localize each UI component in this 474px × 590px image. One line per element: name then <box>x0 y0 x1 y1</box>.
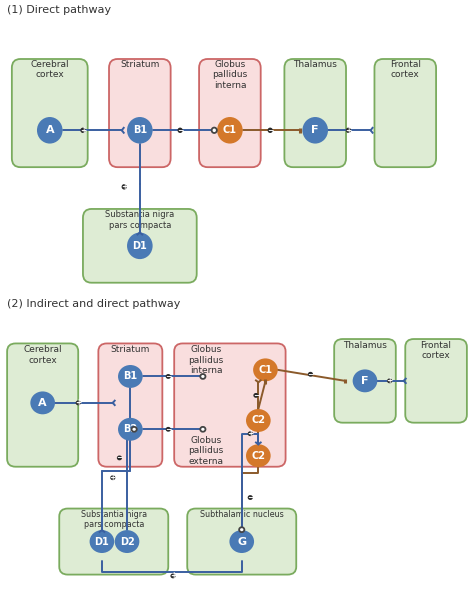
Text: Frontal
cortex: Frontal cortex <box>420 341 452 360</box>
Circle shape <box>81 127 86 133</box>
FancyBboxPatch shape <box>405 339 467 422</box>
Circle shape <box>302 117 328 143</box>
Text: G: G <box>237 536 246 546</box>
Text: Striatum: Striatum <box>120 60 160 69</box>
FancyBboxPatch shape <box>83 209 197 283</box>
Circle shape <box>253 358 278 381</box>
Text: Globus
pallidus
interna: Globus pallidus interna <box>212 60 247 90</box>
Text: Globus
pallidus
interna: Globus pallidus interna <box>189 345 224 375</box>
Text: Cerebral
cortex: Cerebral cortex <box>30 60 69 80</box>
Text: +: + <box>386 376 393 385</box>
Circle shape <box>346 127 351 133</box>
FancyBboxPatch shape <box>99 343 162 467</box>
Text: Substantia nigra
pars compacta: Substantia nigra pars compacta <box>105 211 174 230</box>
FancyBboxPatch shape <box>334 339 396 422</box>
Text: −: − <box>267 126 273 135</box>
Text: D2: D2 <box>119 536 135 546</box>
Circle shape <box>239 527 245 532</box>
Text: −: − <box>253 391 259 400</box>
Text: −: − <box>177 126 183 135</box>
Circle shape <box>308 372 313 376</box>
Text: Globus
pallidus
externa: Globus pallidus externa <box>189 436 224 466</box>
FancyBboxPatch shape <box>187 509 296 575</box>
FancyBboxPatch shape <box>374 59 436 167</box>
Text: +: + <box>109 473 116 482</box>
Text: B1: B1 <box>133 125 147 135</box>
Circle shape <box>201 427 206 432</box>
FancyBboxPatch shape <box>284 59 346 167</box>
Text: −: − <box>165 425 172 434</box>
Circle shape <box>248 495 253 500</box>
Text: +: + <box>170 571 176 581</box>
Text: +: + <box>75 398 82 407</box>
Text: Frontal
cortex: Frontal cortex <box>390 60 421 80</box>
Circle shape <box>246 444 271 467</box>
FancyBboxPatch shape <box>199 59 261 167</box>
Text: C2: C2 <box>251 415 265 425</box>
Circle shape <box>76 401 81 405</box>
Circle shape <box>110 476 116 480</box>
Text: B1: B1 <box>123 372 137 382</box>
FancyBboxPatch shape <box>7 343 78 467</box>
Text: Striatum: Striatum <box>110 345 150 354</box>
Circle shape <box>127 117 153 143</box>
Text: B2: B2 <box>123 424 137 434</box>
Text: C2: C2 <box>251 451 265 461</box>
FancyBboxPatch shape <box>174 343 285 467</box>
Text: +: + <box>345 126 352 135</box>
Text: C1: C1 <box>223 125 237 135</box>
Circle shape <box>166 374 171 379</box>
Text: F: F <box>311 125 319 135</box>
Text: −: − <box>307 370 314 379</box>
Circle shape <box>217 117 243 143</box>
Circle shape <box>248 431 253 436</box>
Text: A: A <box>38 398 47 408</box>
Circle shape <box>118 418 143 441</box>
Circle shape <box>117 455 122 460</box>
FancyBboxPatch shape <box>12 59 88 167</box>
Text: +: + <box>80 126 86 135</box>
Circle shape <box>246 409 271 432</box>
Text: Cerebral
cortex: Cerebral cortex <box>23 345 62 365</box>
Text: D1: D1 <box>94 536 109 546</box>
Text: C1: C1 <box>258 365 273 375</box>
Circle shape <box>229 530 254 553</box>
Circle shape <box>177 127 182 133</box>
Circle shape <box>37 117 63 143</box>
Text: (1) Direct pathway: (1) Direct pathway <box>7 5 111 15</box>
FancyBboxPatch shape <box>59 509 168 575</box>
Text: Substantia nigra
pars compacta: Substantia nigra pars compacta <box>81 510 147 529</box>
Text: −: − <box>247 493 254 502</box>
Text: (2) Indirect and direct pathway: (2) Indirect and direct pathway <box>7 299 181 309</box>
Text: −: − <box>165 372 172 381</box>
Circle shape <box>132 427 137 432</box>
Circle shape <box>90 530 114 553</box>
Text: D1: D1 <box>132 241 147 251</box>
Circle shape <box>254 393 259 398</box>
Circle shape <box>127 232 153 259</box>
Circle shape <box>267 127 273 133</box>
Circle shape <box>353 369 377 392</box>
Text: A: A <box>46 125 54 135</box>
Circle shape <box>30 391 55 414</box>
Text: Thalamus: Thalamus <box>293 60 337 69</box>
Text: −: − <box>116 453 123 463</box>
Circle shape <box>201 374 206 379</box>
Circle shape <box>387 378 392 384</box>
Circle shape <box>171 573 175 578</box>
Text: Subthalamic nucleus: Subthalamic nucleus <box>200 510 283 519</box>
Text: +: + <box>247 429 254 438</box>
Circle shape <box>211 127 217 133</box>
Text: Thalamus: Thalamus <box>343 341 387 350</box>
Circle shape <box>166 427 171 432</box>
Circle shape <box>118 365 143 388</box>
Circle shape <box>115 530 139 553</box>
Text: F: F <box>361 376 369 386</box>
Text: +: + <box>121 182 128 191</box>
Circle shape <box>121 184 127 189</box>
FancyBboxPatch shape <box>109 59 171 167</box>
